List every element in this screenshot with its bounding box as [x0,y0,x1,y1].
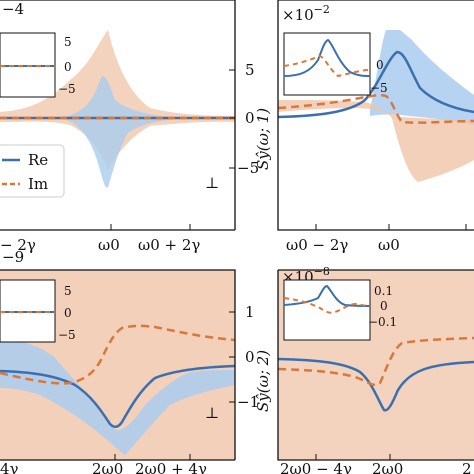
panel-d-frame [277,270,474,461]
panel-a-ytick-label-1: 5 [245,61,255,79]
panel-d-inset-im [283,297,371,314]
panel-d-im-curve [277,336,474,387]
panel-a: −4 5 0 −5 − 2γ ω0 ω0 + 2γ ⊥ 5 0 −5 Re Im [0,0,259,254]
panel-a-inset-ytick-1: 5 [64,35,72,49]
panel-b-inset-re [283,38,371,77]
panel-c-multiplier: −9 [2,248,24,266]
panel-b-im-curve [277,93,474,124]
panel-c-ytick-label-2: 0 [245,348,255,366]
panel-d-xtick-label-1: 2ω0 − 4γ [280,460,352,474]
panel-c-inset-ytick-1: 5 [64,284,72,298]
panel-a-legend: Re Im [0,144,65,198]
panel-b-re-curve [277,50,474,119]
panel-c-im-curve [0,324,236,385]
panel-a-xtick-label-1: − 2γ [0,236,36,254]
panel-c-inset-ytick-2: 0 [64,306,72,320]
panel-b-multiplier: ×10−2 [282,3,330,24]
panel-d-inset-ytick-1: 0.1 [374,284,393,298]
panel-d-inset-ytick-2: 0 [380,299,388,313]
panel-b-frame [277,0,474,231]
panel-c-xtick-label-3: 2ω0 + 4γ [135,460,207,474]
panel-b-inset: 0 −5 [283,32,388,96]
panel-d-xtick-label-2: 2ω0 [372,460,403,474]
panel-d-inset-ytick-3: −0.1 [368,315,397,329]
panel-a-ytick-label-2: 0 [245,109,255,127]
panel-a-perp-symbol: ⊥ [205,174,219,192]
panel-d-xtick-label-3: 2 [462,460,472,474]
panel-b-xtick-label-2: ω0 [378,236,400,254]
panel-a-inset-ytick-2: 0 [64,60,72,74]
panel-b-inset-ytick-2: −5 [370,81,388,95]
panel-b-ylabel: Sŷ(ω; 1) [254,108,272,170]
panel-a-band-re [60,76,190,188]
panel-c-ytick-label-3: −1 [237,393,259,411]
panel-c-frame [0,269,236,460]
panel-c-ytick-label-1: 1 [245,303,255,321]
panel-c-band-re [0,340,235,455]
panel-b-xtick-label-1: ω0 − 2γ [286,236,348,254]
panel-c-xtick-label-1: 4γ [0,460,19,474]
panel-a-xtick-label-2: ω0 [98,236,120,254]
panel-a-multiplier: −4 [2,0,24,18]
panel-a-legend-box [0,144,65,198]
panel-b-band-im [278,100,474,182]
panel-c: −9 1 0 −1 4γ 2ω0 2ω0 + 4γ ⊥ 5 0 −5 [0,248,259,474]
panel-c-inset: 5 0 −5 [0,279,76,343]
panel-c-band-im [0,270,235,460]
panel-a-inset-ytick-3: −5 [58,82,76,96]
panel-b-inset-im [283,54,371,78]
panel-d-inset-frame [283,279,371,341]
panel-c-inset-ytick-3: −5 [58,328,76,342]
panel-c-xtick-label-2: 2ω0 [92,460,123,474]
panel-a-band-im [0,30,235,170]
panel-a-inset: 5 0 −5 [0,32,76,98]
panel-a-frame [0,0,236,230]
panel-d-ylabel: Sŷ(ω; 2) [254,350,272,412]
panel-a-ytick-label-3: −5 [237,159,259,177]
panel-d: ×10−8 Sŷ(ω; 2) 2ω0 − 4γ 2ω0 2 0.1 0 −0.1 [254,265,474,474]
panel-c-re-curve [0,364,236,428]
panel-d-re-curve [277,357,474,412]
panel-b: ×10−2 Sŷ(ω; 1) ω0 − 2γ ω0 0 −5 [254,0,474,254]
panel-d-inset: 0.1 0 −0.1 [283,279,397,341]
panel-c-perp-symbol: ⊥ [205,404,219,422]
panel-b-band-re [370,30,474,125]
legend-re-label: Re [28,151,48,169]
panel-b-inset-ytick-1: 0 [376,58,384,72]
panel-a-xtick-label-3: ω0 + 2γ [138,236,200,254]
panel-d-inset-re [283,284,371,307]
legend-im-label: Im [28,175,48,193]
